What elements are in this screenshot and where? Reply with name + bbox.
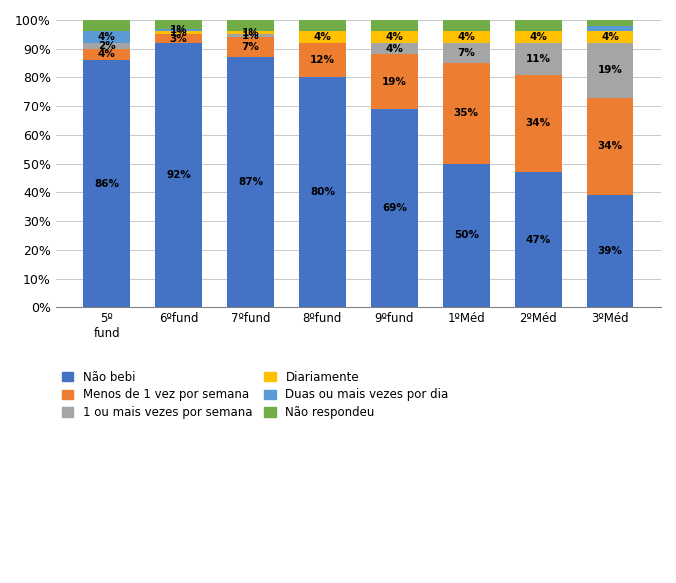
Bar	[515, 43, 562, 75]
Bar	[299, 31, 346, 43]
Bar	[83, 49, 130, 60]
Text: 80%: 80%	[310, 187, 335, 198]
Legend: Não bebi, Menos de 1 vez por semana, 1 ou mais vezes por semana, Diariamente, Du: Não bebi, Menos de 1 vez por semana, 1 o…	[62, 371, 449, 419]
Bar	[155, 34, 202, 43]
Text: 87%: 87%	[238, 177, 263, 187]
Text: 4%: 4%	[314, 32, 331, 42]
Text: 50%: 50%	[454, 230, 479, 240]
Bar	[443, 43, 489, 63]
Text: 12%: 12%	[310, 55, 335, 65]
Bar	[371, 20, 418, 31]
Bar	[515, 75, 562, 172]
Bar	[83, 31, 130, 43]
Bar	[587, 26, 633, 31]
Bar	[299, 20, 346, 31]
Bar	[227, 57, 274, 307]
Bar	[155, 20, 202, 29]
Text: 4%: 4%	[385, 44, 404, 54]
Bar	[515, 31, 562, 43]
Text: 4%: 4%	[601, 32, 619, 42]
Text: 4%: 4%	[385, 32, 404, 42]
Bar	[443, 63, 489, 164]
Bar	[587, 43, 633, 97]
Bar	[515, 172, 562, 307]
Bar	[371, 31, 418, 43]
Bar	[227, 20, 274, 31]
Text: 7%: 7%	[458, 48, 475, 58]
Bar	[587, 195, 633, 307]
Text: 4%: 4%	[98, 50, 116, 59]
Bar	[155, 43, 202, 307]
Bar	[227, 37, 274, 57]
Bar	[227, 34, 274, 37]
Text: 19%: 19%	[382, 77, 407, 87]
Text: 3%: 3%	[170, 34, 187, 44]
Text: 47%: 47%	[525, 235, 551, 245]
Bar	[371, 54, 418, 109]
Text: 1%: 1%	[241, 28, 260, 38]
Bar	[443, 31, 489, 43]
Text: 92%: 92%	[166, 170, 191, 180]
Bar	[371, 109, 418, 307]
Bar	[227, 31, 274, 34]
Bar	[443, 20, 489, 31]
Text: 19%: 19%	[598, 65, 623, 75]
Text: 4%: 4%	[98, 32, 116, 42]
Bar	[587, 20, 633, 26]
Text: 4%: 4%	[458, 32, 475, 42]
Bar	[155, 31, 202, 34]
Text: 69%: 69%	[382, 203, 407, 213]
Bar	[299, 43, 346, 78]
Text: 11%: 11%	[526, 54, 551, 64]
Text: 7%: 7%	[241, 43, 260, 52]
Text: 1%: 1%	[170, 28, 187, 38]
Text: 34%: 34%	[526, 118, 551, 128]
Bar	[587, 31, 633, 43]
Bar	[299, 78, 346, 307]
Text: 86%: 86%	[94, 179, 119, 189]
Bar	[443, 164, 489, 307]
Bar	[371, 43, 418, 54]
Bar	[587, 97, 633, 195]
Bar	[83, 60, 130, 307]
Text: 34%: 34%	[598, 142, 623, 152]
Text: 1%: 1%	[170, 25, 187, 35]
Bar	[83, 43, 130, 49]
Text: 2%: 2%	[98, 41, 116, 51]
Text: 35%: 35%	[454, 108, 479, 118]
Bar	[83, 20, 130, 31]
Text: 1%: 1%	[241, 31, 260, 41]
Bar	[515, 20, 562, 31]
Bar	[155, 29, 202, 31]
Text: 39%: 39%	[598, 246, 623, 257]
Text: 4%: 4%	[529, 32, 547, 42]
